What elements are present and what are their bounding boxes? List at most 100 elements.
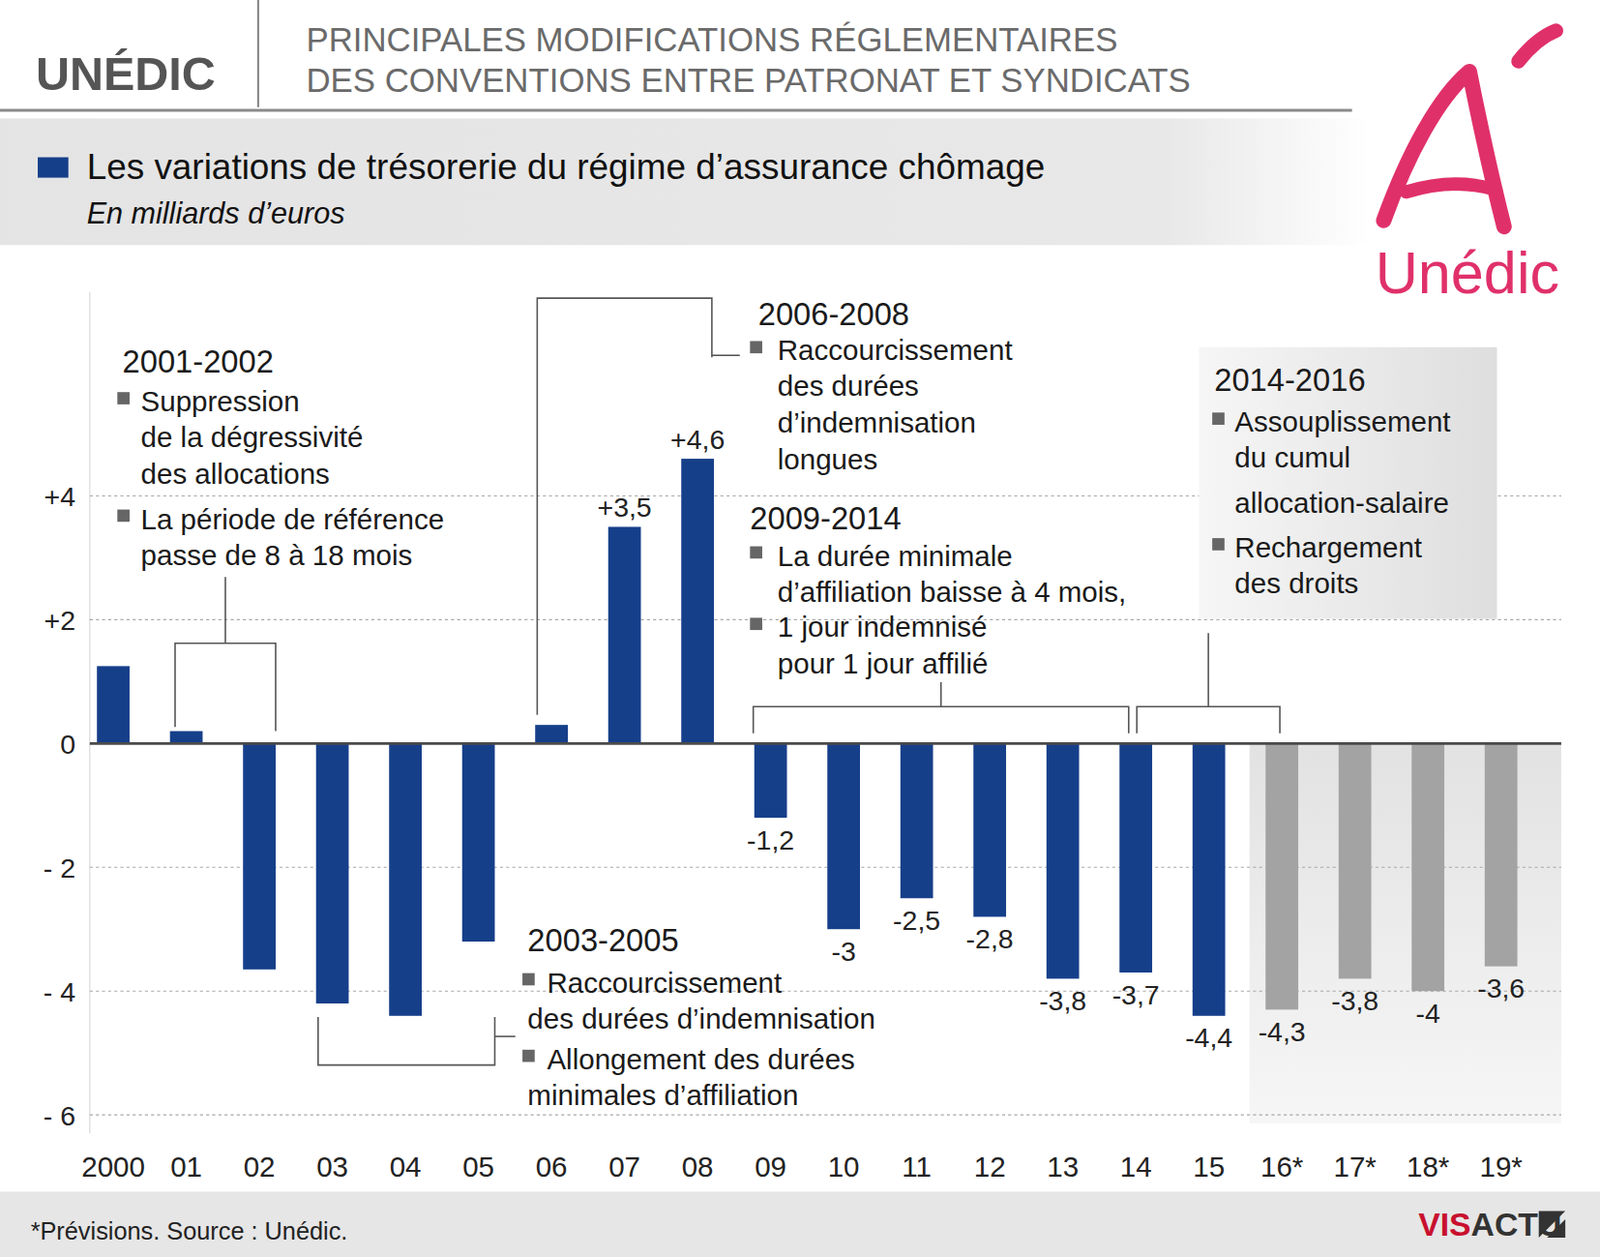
x-tick-label: 10 bbox=[828, 1150, 860, 1183]
data-label: -3 bbox=[830, 935, 856, 967]
annotation-text: Raccourcissement bbox=[546, 966, 782, 999]
annotation-text: Rechargement bbox=[1234, 531, 1423, 563]
footnote: *Prévisions. Source : Unédic. bbox=[30, 1216, 349, 1245]
bar bbox=[1046, 742, 1080, 978]
annotation-text: de la dégressivité bbox=[141, 420, 364, 453]
annotation-text: pour 1 jour affilié bbox=[777, 647, 989, 680]
y-tick-label: - 2 bbox=[43, 852, 76, 884]
x-tick-label: 18* bbox=[1406, 1150, 1451, 1183]
bullet bbox=[749, 340, 763, 354]
logo-accent bbox=[1518, 30, 1557, 62]
x-tick-label: 14 bbox=[1120, 1150, 1153, 1183]
bracket-connector bbox=[224, 576, 227, 644]
y-tick-label: 0 bbox=[59, 728, 76, 760]
forecast-shading bbox=[1249, 742, 1562, 1123]
annotation-title: 2001-2002 bbox=[122, 343, 274, 380]
y-tick-label: +4 bbox=[44, 480, 76, 512]
bar bbox=[96, 665, 130, 743]
grid-line bbox=[89, 1114, 1562, 1116]
bullet bbox=[749, 546, 763, 560]
annotation-text: des durées bbox=[777, 369, 919, 402]
credit-icon bbox=[1539, 1211, 1566, 1238]
data-label: -3,7 bbox=[1112, 978, 1160, 1010]
bracket bbox=[1136, 706, 1280, 733]
bracket bbox=[318, 1016, 496, 1066]
zero-line bbox=[89, 741, 1562, 745]
logo: Unédic bbox=[1375, 30, 1560, 306]
bar bbox=[534, 724, 568, 743]
bullet bbox=[522, 973, 535, 986]
data-label: +3,5 bbox=[597, 491, 652, 523]
bracket bbox=[536, 297, 712, 715]
bracket-connector bbox=[940, 681, 943, 707]
annotation-text: d’affiliation baisse à 4 mois, bbox=[777, 575, 1127, 608]
data-label: -4 bbox=[1416, 997, 1441, 1029]
x-tick-label: 11 bbox=[901, 1150, 932, 1183]
title: PRINCIPALES MODIFICATIONS RÉGLEMENTAIRES bbox=[305, 20, 1118, 59]
annotation: 2009-2014La durée minimaled’affiliation … bbox=[749, 500, 1128, 734]
data-label: +4,6 bbox=[670, 423, 725, 455]
x-tick-label: 08 bbox=[681, 1150, 714, 1183]
annotation-text: longues bbox=[777, 443, 878, 475]
x-tick-label: 09 bbox=[754, 1150, 787, 1183]
data-label: -1,2 bbox=[746, 824, 795, 856]
x-tick-label: 01 bbox=[170, 1150, 203, 1183]
annotation-text: des durées d’indemnisation bbox=[527, 1002, 875, 1035]
x-tick-label: 03 bbox=[316, 1150, 349, 1183]
bullet bbox=[117, 509, 130, 523]
annotation-text: Suppression bbox=[141, 385, 300, 417]
logo-shape bbox=[1383, 71, 1504, 227]
bar bbox=[1119, 742, 1153, 973]
bar bbox=[973, 742, 1007, 917]
bar bbox=[1411, 742, 1445, 991]
header: UNÉDIC bbox=[35, 47, 216, 100]
bar bbox=[681, 458, 714, 743]
data-label: -3,8 bbox=[1038, 984, 1087, 1016]
bar bbox=[1265, 742, 1299, 1009]
bar bbox=[900, 742, 934, 898]
bracket-connector bbox=[1207, 632, 1210, 707]
y-tick-label: +2 bbox=[44, 604, 76, 636]
chart: UNÉDIC PRINCIPALES MODIFICATIONS RÉGLEMEN… bbox=[0, 0, 1600, 1257]
bar bbox=[462, 742, 496, 942]
logo-shape bbox=[1406, 183, 1497, 192]
bar bbox=[1338, 742, 1372, 978]
data-label: -2,5 bbox=[892, 904, 941, 936]
grid bbox=[89, 495, 1562, 1115]
bullet bbox=[117, 391, 130, 405]
x-tick-label: 15 bbox=[1192, 1150, 1225, 1183]
annotation-text: passe de 8 à 18 mois bbox=[141, 538, 414, 571]
x-tick-label: 05 bbox=[462, 1150, 495, 1183]
data-label: -4,3 bbox=[1258, 1015, 1306, 1047]
annotation: 2014-2016Assouplissementdu cumulallocati… bbox=[1136, 361, 1451, 734]
bar bbox=[316, 742, 350, 1004]
bar bbox=[170, 731, 204, 744]
annotation-text: 1 jour indemnisé bbox=[777, 610, 988, 643]
x-tick-label: 17* bbox=[1333, 1150, 1378, 1183]
y-tick-label: - 6 bbox=[43, 1099, 76, 1131]
separator bbox=[257, 0, 260, 108]
unit: En milliards d’euros bbox=[87, 196, 346, 230]
x-tick-label: 04 bbox=[389, 1150, 422, 1183]
annotation-text: minimales d’affiliation bbox=[527, 1078, 799, 1111]
annotation-text: des droits bbox=[1234, 566, 1359, 599]
subtitle-band bbox=[0, 118, 1373, 245]
annotation-title: 2009-2014 bbox=[749, 500, 901, 536]
data-label: -3,6 bbox=[1477, 972, 1525, 1004]
subtitle-marker bbox=[37, 157, 69, 178]
annotation-text: d’indemnisation bbox=[777, 406, 977, 439]
bars bbox=[96, 458, 1517, 1016]
x-tick-label: 2000 bbox=[81, 1150, 146, 1183]
logo-text: Unédic bbox=[1375, 239, 1560, 306]
bar bbox=[1192, 742, 1226, 1015]
bar bbox=[1484, 742, 1518, 966]
annotation-text: Assouplissement bbox=[1234, 405, 1451, 438]
annotation-text: La durée minimale bbox=[777, 539, 1013, 572]
bar bbox=[242, 742, 276, 969]
annotation: 2003-2005Raccourcissementdes durées d’in… bbox=[318, 921, 876, 1110]
bullet bbox=[1212, 412, 1225, 425]
annotation-text: La période de référence bbox=[141, 503, 445, 535]
bracket bbox=[175, 643, 276, 732]
bullet bbox=[749, 617, 763, 630]
x-tick-label: 02 bbox=[243, 1150, 276, 1183]
